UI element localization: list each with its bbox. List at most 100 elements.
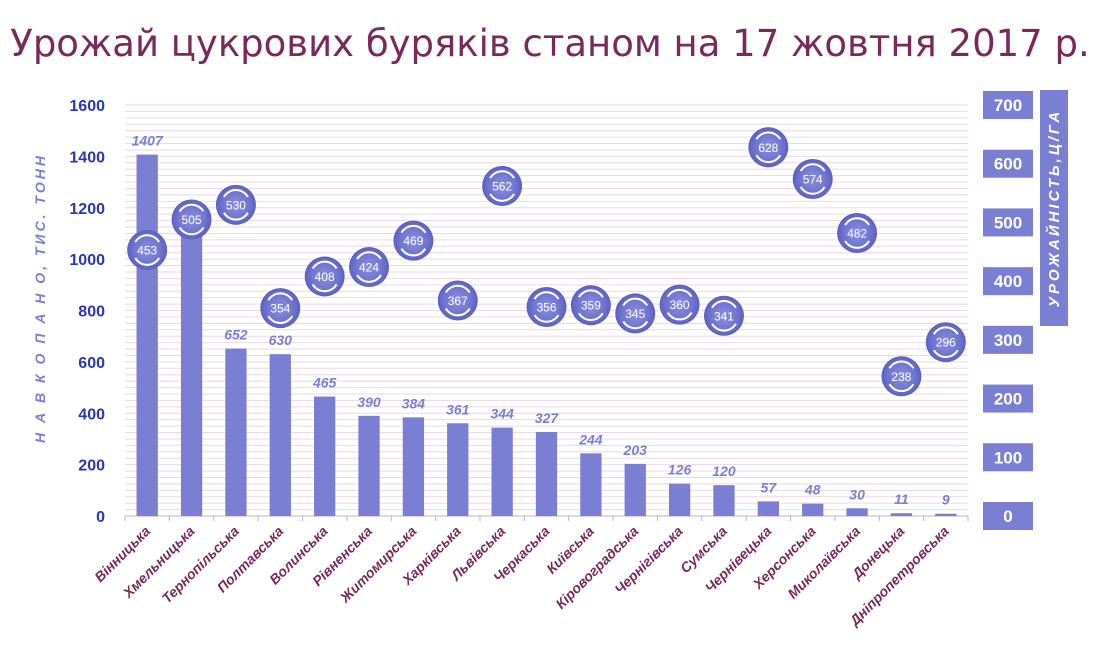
point-highlight-bottom (533, 314, 560, 323)
point-value-label: 562 (492, 180, 512, 194)
y-tick-label-left: 200 (78, 458, 105, 475)
point-highlight-top (444, 284, 471, 294)
point-highlight-top (178, 203, 205, 213)
data-point (437, 280, 478, 321)
point-highlight-bottom (578, 312, 604, 321)
bar (491, 427, 513, 516)
bar-value-label: 384 (402, 395, 426, 411)
point-value-label: 408 (315, 270, 335, 284)
category-label: Тернопільська (159, 523, 243, 607)
y-axis-title-right: УРОЖАЙНІСТЬ,Ц/ГА (1045, 109, 1063, 307)
y-tick-label-right: 200 (994, 390, 1022, 409)
point-value-label: 360 (670, 298, 690, 312)
point-highlight-top (578, 289, 604, 298)
point-highlight-top (223, 189, 249, 198)
point-highlight-top (134, 234, 161, 243)
data-point (659, 284, 700, 325)
point-highlight-bottom (888, 383, 915, 393)
point-value-label: 628 (758, 141, 778, 155)
data-point (215, 184, 256, 225)
y-tick-label-left: 800 (78, 304, 105, 321)
bar (668, 483, 691, 516)
bar-value-label: 361 (446, 401, 470, 417)
point-value-label: 530 (226, 198, 246, 212)
point-highlight-top (400, 224, 427, 234)
y-tick-label-left: 1400 (69, 149, 105, 166)
point-value-label: 341 (714, 309, 734, 323)
data-point (127, 230, 168, 271)
bar (180, 229, 203, 516)
bar (225, 348, 247, 516)
point-highlight-top (311, 260, 338, 270)
point-highlight-bottom (400, 248, 427, 257)
point-highlight-top (888, 360, 915, 369)
data-point (615, 293, 656, 334)
y-tick-box-right (983, 502, 1033, 530)
point-highlight-bottom (489, 193, 515, 202)
y-axis-title-box-right (1040, 90, 1068, 326)
y-tick-label-left: 1200 (69, 201, 105, 218)
data-point (703, 295, 744, 336)
bar-value-label: 244 (578, 431, 603, 447)
bar-value-label: 120 (712, 463, 736, 479)
point-value-label: 469 (403, 234, 423, 248)
bars (136, 154, 957, 516)
category-label: Кіровоградська (552, 523, 641, 612)
y-tick-box-right (983, 149, 1033, 178)
data-point (349, 247, 390, 288)
bar (713, 485, 735, 516)
y-tick-label-right: 400 (994, 272, 1022, 291)
point-highlight-top (489, 170, 515, 179)
bar (935, 513, 957, 516)
point-highlight-bottom (844, 240, 870, 249)
y-tick-label-right: 300 (994, 331, 1022, 350)
chart-title: Урожай цукрових буряків станом на 17 жов… (10, 22, 1090, 65)
bar-value-label: 344 (490, 406, 514, 422)
point-highlight-top (844, 217, 870, 226)
data-point (171, 199, 212, 240)
data-point (304, 256, 345, 297)
category-label: Житомирська (336, 523, 420, 607)
point-highlight-bottom (799, 186, 826, 195)
bar-value-label: 652 (224, 327, 248, 343)
point-value-label: 356 (536, 300, 556, 314)
data-point (570, 285, 611, 326)
y-tick-label-right: 100 (994, 448, 1022, 467)
point-highlight-top (622, 297, 649, 307)
point-value-label: 354 (270, 302, 290, 316)
data-point (393, 220, 434, 261)
point-highlight-top (711, 300, 737, 309)
bar-value-label: 9 (942, 492, 950, 508)
point-value-label: 238 (891, 370, 911, 384)
y-tick-label-right: 700 (994, 96, 1022, 115)
y-tick-box-right (983, 91, 1033, 119)
y-tick-label-left: 1600 (69, 98, 105, 115)
point-highlight-top (755, 131, 782, 140)
point-highlight-top (533, 291, 560, 300)
point-highlight-top (356, 251, 382, 260)
bar-value-label: 465 (312, 375, 337, 391)
point-value-label: 574 (803, 172, 823, 186)
bar (269, 354, 291, 516)
bar (402, 417, 425, 516)
data-point (925, 322, 966, 363)
bar (314, 396, 336, 516)
data-point (881, 356, 922, 397)
point-highlight-bottom (178, 226, 205, 236)
data-point (792, 158, 833, 199)
point-highlight-bottom (622, 320, 649, 330)
bar (624, 463, 646, 516)
y-tick-label-left: 1000 (69, 252, 105, 269)
point-highlight-bottom (223, 212, 249, 221)
y-tick-box-right (983, 443, 1033, 472)
point-highlight-bottom (267, 315, 294, 324)
y-tick-label-right: 500 (994, 213, 1022, 232)
point-highlight-bottom (134, 257, 161, 266)
y-tick-label-left: 600 (78, 355, 105, 372)
point-highlight-bottom (356, 274, 382, 283)
point-value-label: 505 (182, 213, 202, 227)
bar (136, 154, 158, 516)
y-tick-label-left: 400 (78, 406, 105, 423)
point-value-label: 345 (625, 307, 645, 321)
